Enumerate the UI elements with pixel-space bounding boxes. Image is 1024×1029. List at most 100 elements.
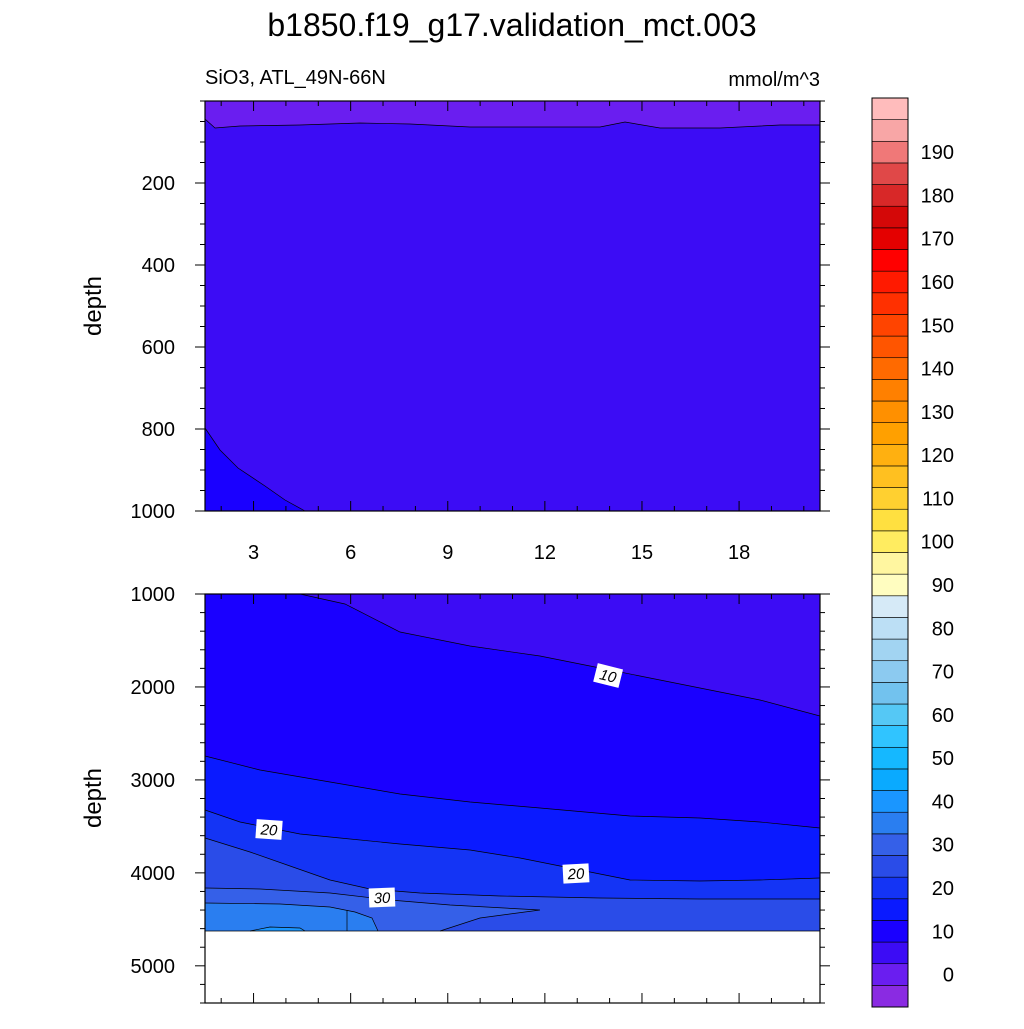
top-y-tick-label-800: 800 [142, 419, 175, 441]
colorbar-label-70: 70 [932, 662, 954, 684]
bottom-contour-25 [204, 887, 541, 932]
colorbar-label-190: 190 [921, 142, 954, 164]
contour-label-20-left-text: 20 [259, 821, 278, 839]
colorbar-bin-20 [871, 552, 909, 575]
bottom-y-tick-label-1000: 1000 [131, 584, 176, 606]
top-contour-5 [204, 118, 820, 129]
colorbar-label-50: 50 [932, 748, 954, 770]
colorbar-label-90: 90 [932, 575, 954, 597]
colorbar-bin-31 [871, 314, 909, 337]
colorbar: 0 10 20 30 40 50 60 70 80 90 100 110 120 130 140 150 160… [871, 97, 954, 1008]
top-fill-5-10 [205, 119, 820, 511]
colorbar-label-160: 160 [921, 272, 954, 294]
bottom-y-axis-label: depth [80, 768, 107, 828]
colorbar-bin-23 [871, 487, 909, 510]
bottom-contour-20 [204, 837, 820, 900]
colorbar-bin-32 [871, 292, 909, 315]
top-fill-10-15 [205, 428, 305, 511]
colorbar-bin-24 [871, 465, 909, 488]
colorbar-label-0: 0 [943, 965, 954, 987]
colorbar-bin-38 [871, 162, 909, 185]
colorbar-bin-37 [871, 184, 909, 207]
colorbar-bin-11 [871, 746, 909, 770]
colorbar-bin-29 [871, 357, 909, 380]
top-x-tick-label-12: 12 [534, 542, 556, 564]
colorbar-bin-34 [871, 249, 909, 272]
bottom-fill-5-10 [300, 594, 820, 716]
contour-label-20-left: 20 [255, 819, 283, 840]
bottom-contour-30 [204, 902, 379, 932]
colorbar-bin-27 [871, 400, 909, 423]
bottom-y-tick-label-3000: 3000 [131, 770, 176, 792]
colorbar-label-120: 120 [921, 445, 954, 467]
colorbar-label-170: 170 [921, 229, 954, 251]
contour-label-20-right: 20 [562, 863, 590, 884]
chart-units-label: mmol/m^3 [728, 69, 820, 91]
bottom-contour-10 [204, 755, 821, 829]
contour-label-30: 30 [368, 887, 396, 908]
colorbar-bin-8 [871, 811, 909, 835]
colorbar-label-150: 150 [921, 315, 954, 337]
top-x-tick-label-18: 18 [728, 542, 750, 564]
colorbar-bin-40 [871, 119, 909, 142]
colorbar-bin-17 [871, 617, 909, 640]
chart-title: b1850.f19_g17.validation_mct.003 [267, 7, 756, 43]
top-panel: 3 6 9 12 15 18 200 400 600 800 1000 [131, 100, 830, 564]
colorbar-bin-4 [871, 898, 909, 921]
colorbar-bin-12 [871, 725, 909, 748]
colorbar-bin-7 [871, 833, 909, 856]
contour-label-10-text: 10 [598, 666, 619, 687]
colorbar-bin-35 [871, 227, 909, 250]
bottom-contour-35 [249, 926, 306, 932]
top-y-tick-label-400: 400 [142, 255, 175, 277]
chart-subtitle-left: SiO3, ATL_49N-66N [205, 67, 386, 89]
colorbar-bin-3 [871, 920, 909, 943]
colorbar-bin-5 [871, 876, 909, 900]
colorbar-bin-10 [871, 768, 909, 791]
colorbar-bin-13 [871, 703, 909, 726]
contour-label-30-text: 30 [373, 890, 391, 908]
top-x-tick-label-6: 6 [345, 542, 356, 564]
colorbar-label-130: 130 [921, 402, 954, 424]
top-x-tick-label-3: 3 [248, 542, 259, 564]
top-x-tick-label-15: 15 [631, 542, 653, 564]
bottom-fill-10-15 [205, 594, 820, 828]
colorbar-bin-41 [871, 97, 909, 120]
bottom-y-tick-label-2000: 2000 [131, 677, 176, 699]
colorbar-bin-21 [871, 530, 909, 553]
colorbar-bin-33 [871, 270, 909, 294]
colorbar-frame [871, 97, 909, 1008]
colorbar-bin-1 [871, 963, 909, 986]
colorbar-bin-9 [871, 790, 909, 813]
colorbar-bin-14 [871, 682, 909, 705]
top-x-tick-label-9: 9 [442, 542, 453, 564]
bottom-contour-5 [299, 593, 821, 717]
colorbar-bin-0 [871, 985, 909, 1008]
colorbar-label-60: 60 [932, 705, 954, 727]
colorbar-bin-15 [871, 660, 909, 683]
colorbar-bin-19 [871, 573, 909, 597]
colorbar-bin-18 [871, 595, 909, 618]
colorbar-label-100: 100 [921, 532, 954, 554]
bottom-contour-15 [204, 809, 821, 882]
bottom-fill-20-25 [205, 810, 820, 899]
top-y-tick-label-600: 600 [142, 337, 175, 359]
contour-label-20-right-text: 20 [566, 866, 585, 884]
colorbar-bin-2 [871, 941, 909, 965]
colorbar-bin-30 [871, 335, 909, 359]
top-contour-10 [204, 427, 306, 512]
colorbar-bin-25 [871, 443, 909, 467]
colorbar-label-10: 10 [932, 921, 954, 943]
top-y-axis-label: depth [80, 276, 107, 336]
colorbar-bin-26 [871, 422, 909, 445]
colorbar-label-20: 20 [932, 878, 954, 900]
colorbar-label-180: 180 [921, 185, 954, 207]
contour-label-10: 10 [593, 663, 624, 688]
bottom-y-tick-label-4000: 4000 [131, 863, 176, 885]
colorbar-bin-22 [871, 508, 909, 532]
colorbar-bin-39 [871, 140, 909, 164]
colorbar-label-80: 80 [932, 618, 954, 640]
colorbar-bin-16 [871, 638, 909, 662]
